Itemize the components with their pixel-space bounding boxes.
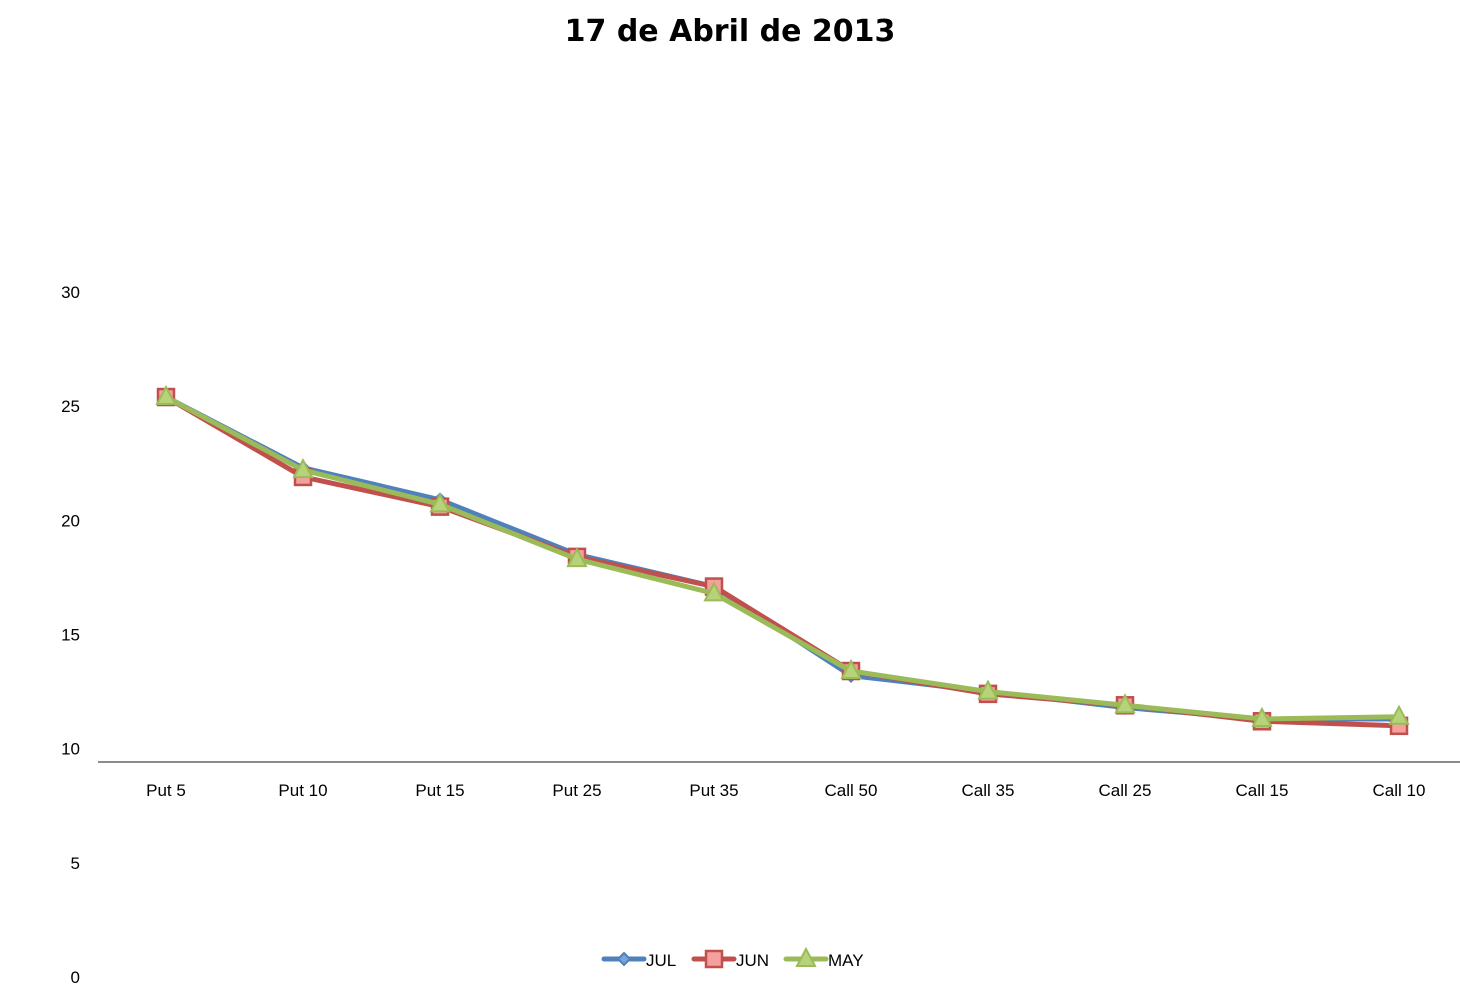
- y-tick-label: 15: [61, 626, 80, 645]
- x-tick-label: Call 15: [1236, 781, 1289, 800]
- legend-swatch-marker: [616, 951, 632, 967]
- legend-label: JUN: [736, 951, 769, 970]
- x-tick-label: Call 25: [1099, 781, 1152, 800]
- chart-title: 17 de Abril de 2013: [564, 14, 896, 49]
- legend-item-jul: JUL: [601, 951, 676, 970]
- y-tick-label: 10: [61, 740, 80, 759]
- series-line-jun: [163, 394, 1402, 729]
- x-tick-label: Put 35: [689, 781, 738, 800]
- x-tick-label: Call 35: [962, 781, 1015, 800]
- x-tick-label: Call 50: [825, 781, 878, 800]
- x-tick-label: Put 10: [278, 781, 327, 800]
- data-point-may: [977, 679, 999, 700]
- legend-label: MAY: [828, 951, 864, 970]
- data-point-may: [566, 547, 588, 568]
- y-tick-label: 25: [61, 397, 80, 416]
- series-group: [155, 384, 1410, 736]
- legend-label: JUL: [646, 951, 676, 970]
- legend-swatch-marker: [704, 949, 724, 969]
- x-tick-label: Put 25: [552, 781, 601, 800]
- legend-item-jun: JUN: [691, 949, 769, 970]
- series-line-may: [163, 394, 1402, 722]
- y-tick-label: 5: [71, 854, 80, 873]
- y-axis-ticks: 0 5 10 15 20 25 30: [61, 283, 80, 987]
- series-line-jul: [163, 394, 1402, 722]
- data-point-may: [1251, 706, 1273, 727]
- series-jun: [156, 387, 1409, 736]
- x-tick-label: Put 5: [146, 781, 186, 800]
- x-tick-label: Put 15: [415, 781, 464, 800]
- x-tick-label: Call 10: [1373, 781, 1426, 800]
- y-tick-label: 0: [71, 968, 80, 987]
- data-point-may: [155, 384, 177, 406]
- legend: JUL JUN MAY: [601, 946, 864, 970]
- legend-swatch-marker: [795, 946, 817, 967]
- data-point-may: [1114, 693, 1136, 714]
- data-point-may: [703, 581, 725, 602]
- x-axis-ticks: Put 5 Put 10 Put 15 Put 25 Put 35 Call 50 Call…: [146, 781, 1425, 800]
- series-may: [155, 384, 1410, 727]
- y-tick-label: 20: [61, 511, 80, 530]
- data-point-may: [840, 658, 862, 680]
- data-point-may: [1388, 704, 1410, 725]
- data-point-may: [292, 457, 314, 479]
- data-point-may: [429, 492, 451, 513]
- y-tick-label: 30: [61, 283, 80, 302]
- series-jul: [158, 389, 1407, 727]
- legend-item-may: MAY: [783, 946, 864, 970]
